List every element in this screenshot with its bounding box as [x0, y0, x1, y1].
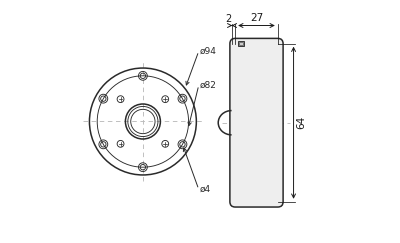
- Text: ø4: ø4: [200, 185, 211, 194]
- Text: 2: 2: [226, 14, 232, 24]
- Bar: [238, 41, 244, 46]
- Text: 27: 27: [250, 13, 263, 23]
- FancyBboxPatch shape: [230, 38, 283, 207]
- Text: ø82: ø82: [200, 80, 217, 90]
- Text: ø94: ø94: [200, 46, 217, 56]
- Bar: [239, 42, 243, 45]
- Bar: [232, 44, 235, 202]
- Text: 64: 64: [296, 116, 306, 129]
